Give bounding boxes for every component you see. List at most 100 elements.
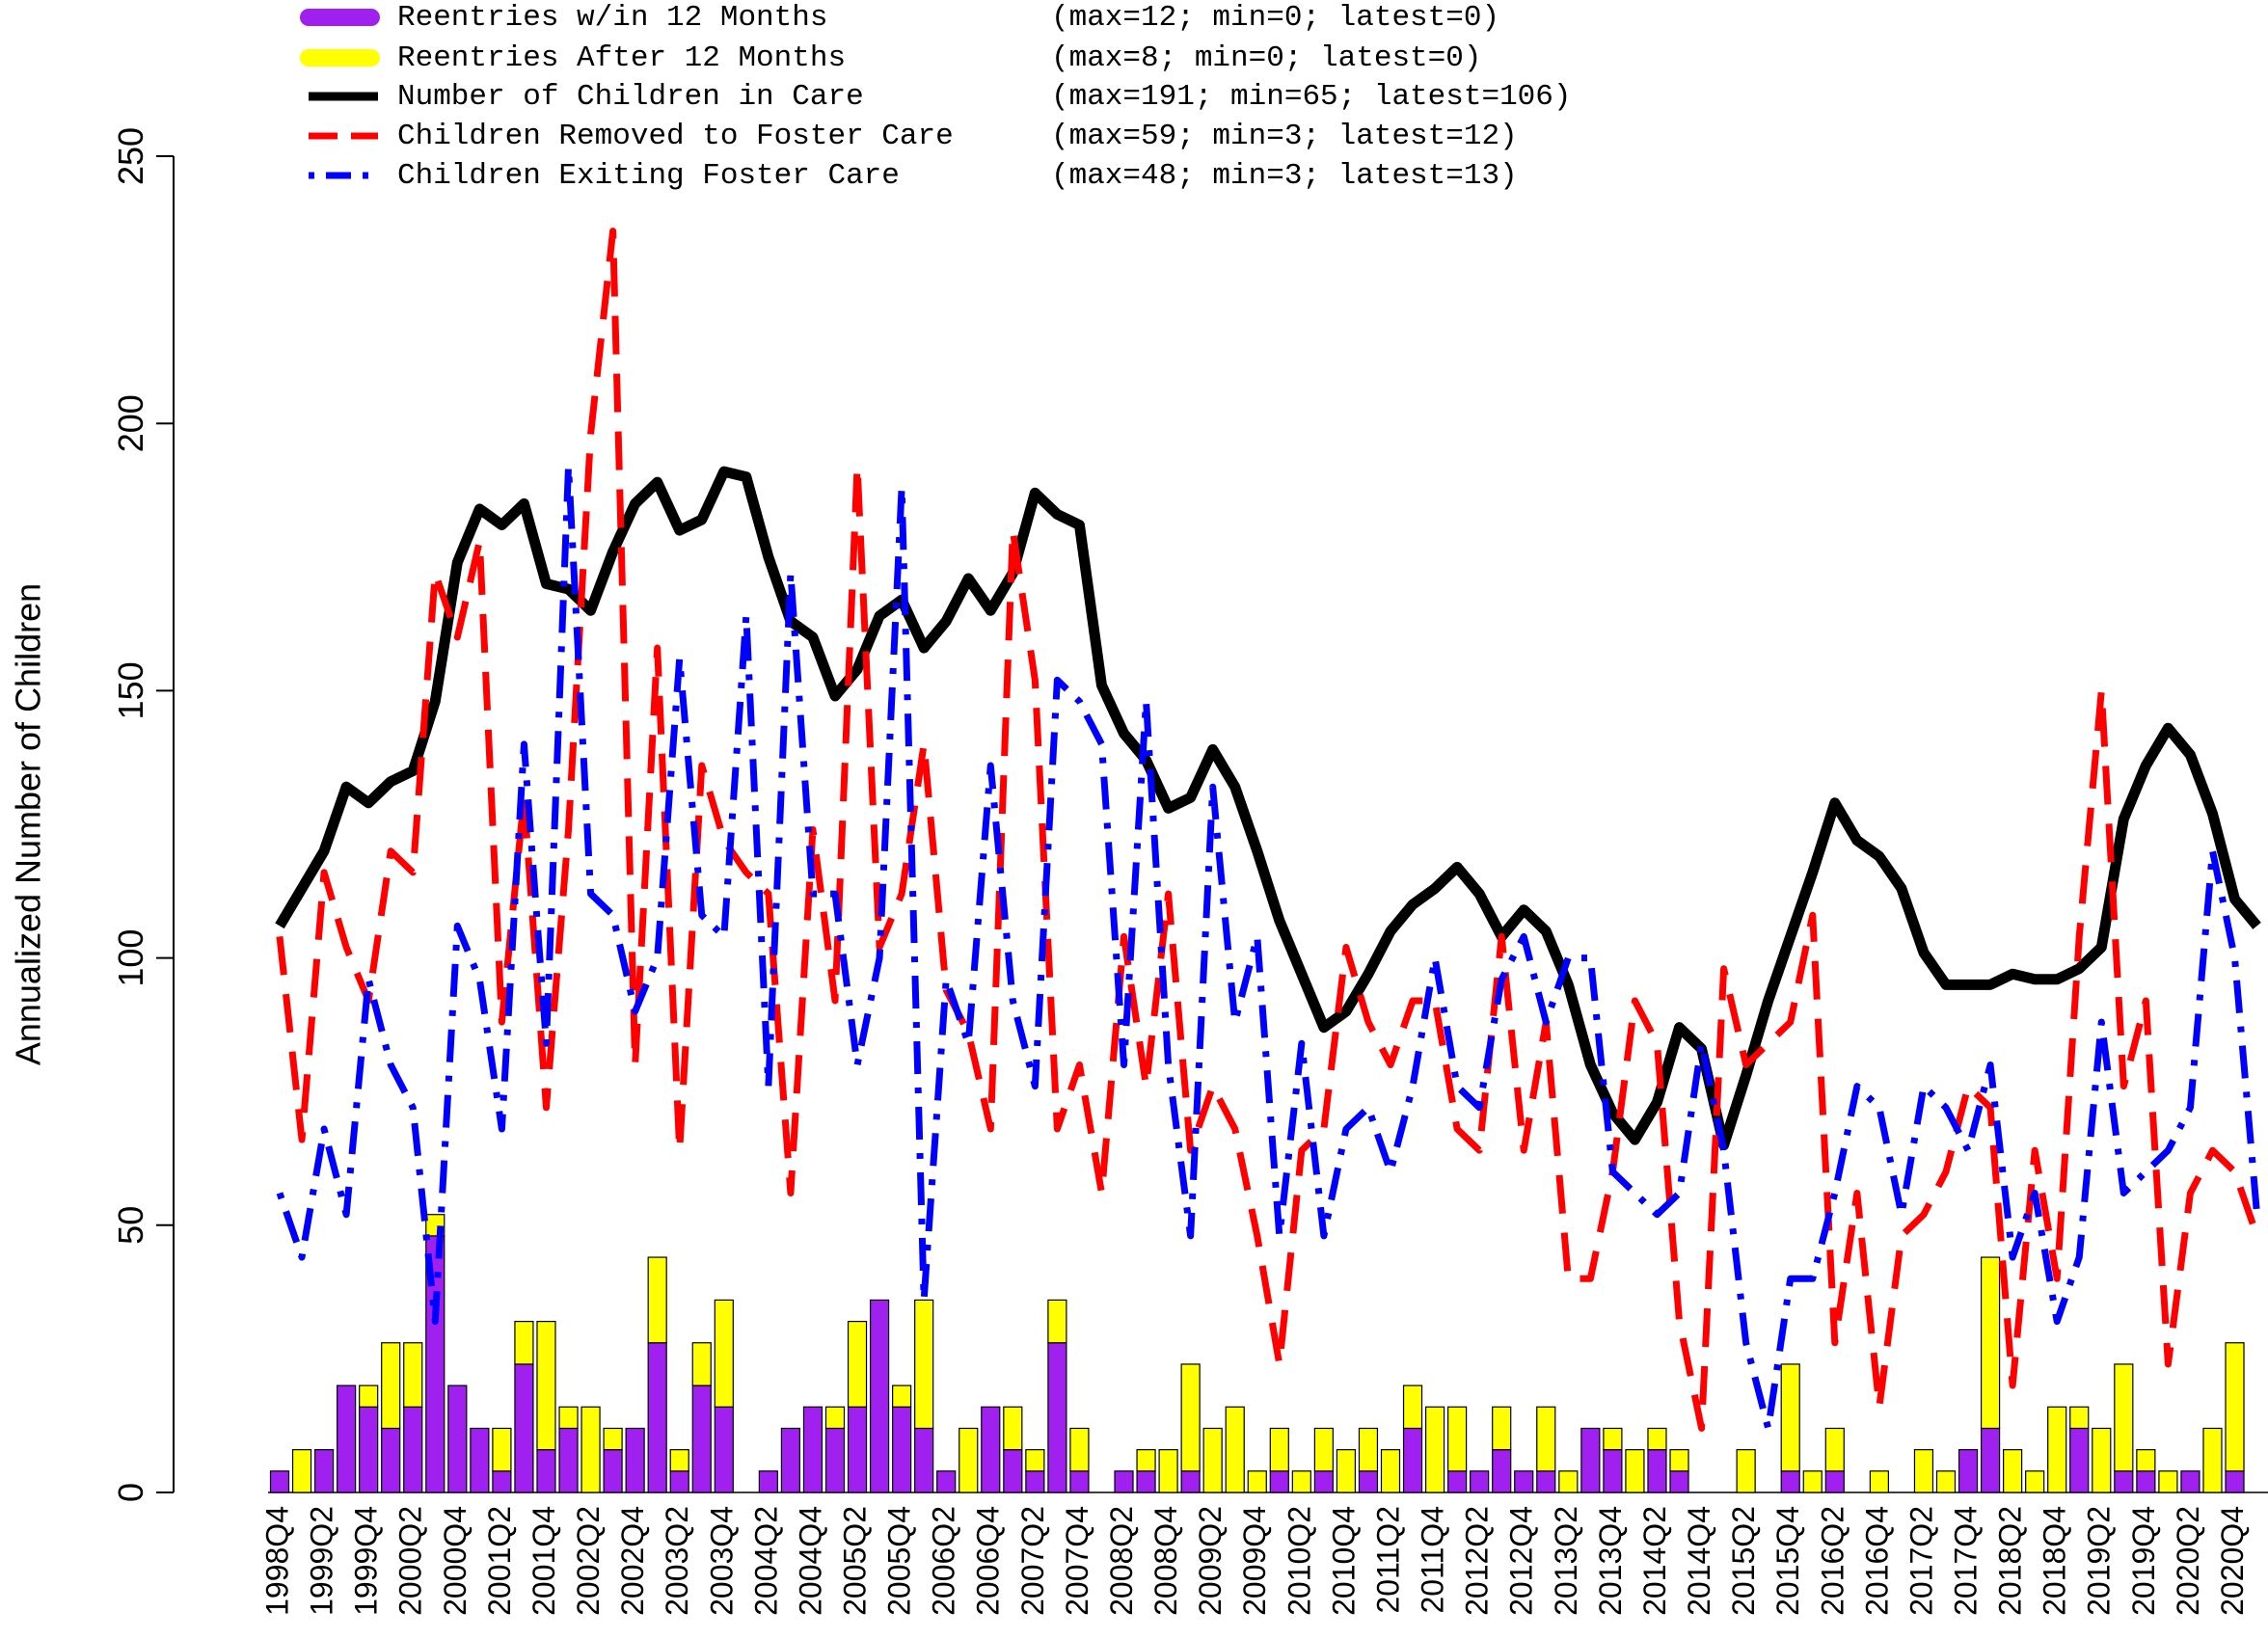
- bar: [958, 1427, 979, 1493]
- x-tick-label: 2011Q2: [1370, 1506, 1405, 1614]
- bar: [1380, 1449, 1401, 1493]
- x-tick-label: 2012Q2: [1460, 1506, 1495, 1616]
- bar: [1447, 1470, 1468, 1493]
- bar: [1313, 1427, 1334, 1472]
- bar: [381, 1427, 401, 1493]
- bar: [1069, 1470, 1090, 1493]
- bar: [1913, 1449, 1934, 1493]
- bar: [892, 1384, 912, 1408]
- bar: [1269, 1427, 1289, 1472]
- x-tick-label: 2014Q2: [1637, 1506, 1672, 1616]
- bar: [536, 1449, 556, 1493]
- x-tick-label: 2002Q2: [571, 1506, 606, 1616]
- x-tick-label: 2019Q4: [2126, 1506, 2161, 1616]
- bar: [1647, 1427, 1667, 1451]
- x-tick-label: 2013Q4: [1593, 1506, 1628, 1616]
- bar: [1802, 1470, 1822, 1493]
- legend-note: (max=59; min=3; latest=12): [1051, 120, 1518, 153]
- bar: [1069, 1427, 1090, 1472]
- x-tick-label: 2018Q2: [1993, 1506, 2028, 1616]
- bar: [1180, 1363, 1201, 1472]
- bar: [2158, 1470, 2178, 1493]
- bar: [1625, 1449, 1645, 1493]
- bar: [1114, 1470, 1134, 1493]
- bar: [359, 1406, 379, 1493]
- bar: [1580, 1427, 1601, 1493]
- x-tick-label: 2009Q4: [1237, 1506, 1272, 1616]
- x-tick-label: 2004Q2: [748, 1506, 783, 1616]
- bar: [1980, 1256, 2001, 1430]
- legend-note: (max=8; min=0; latest=0): [1051, 41, 1481, 75]
- bar: [269, 1470, 290, 1493]
- y-tick-label: 0: [111, 1483, 150, 1502]
- bar: [647, 1342, 667, 1493]
- bar: [536, 1320, 556, 1451]
- bar: [2069, 1406, 2090, 1430]
- bar: [1470, 1470, 1490, 1493]
- legend-label: Children Exiting Foster Care: [397, 159, 900, 193]
- bar: [291, 1449, 312, 1493]
- x-tick-label: 2000Q4: [438, 1506, 472, 1616]
- bar: [2114, 1470, 2134, 1493]
- bar: [1336, 1449, 1357, 1493]
- bar: [359, 1384, 379, 1408]
- x-tick-label: 2015Q2: [1726, 1506, 1761, 1616]
- x-tick-label: 2016Q4: [1859, 1506, 1894, 1616]
- bar: [1003, 1406, 1023, 1451]
- bar: [1047, 1342, 1067, 1493]
- x-tick-label: 2001Q2: [482, 1506, 517, 1616]
- line: [276, 463, 2261, 1432]
- bar: [447, 1384, 468, 1493]
- bar: [1869, 1470, 1889, 1493]
- y-tick-label: 150: [111, 661, 150, 719]
- bar: [2047, 1406, 2067, 1493]
- x-tick-label: 2016Q2: [1815, 1506, 1850, 1616]
- bar: [1424, 1406, 1445, 1493]
- bar: [1158, 1449, 1178, 1493]
- x-tick-label: 1999Q2: [305, 1506, 339, 1616]
- legend-note: (max=12; min=0; latest=0): [1051, 1, 1499, 35]
- bar: [1536, 1406, 1556, 1472]
- x-tick-label: 2007Q2: [1015, 1506, 1050, 1616]
- x-tick-label: 2011Q4: [1416, 1506, 1450, 1614]
- bar: [1025, 1449, 1045, 1472]
- bar: [1492, 1449, 1512, 1493]
- x-tick-label: 2008Q2: [1104, 1506, 1139, 1616]
- bar: [1824, 1470, 1845, 1493]
- x-tick-label: 1998Q4: [259, 1506, 294, 1616]
- bar: [1025, 1470, 1045, 1493]
- x-tick-label: 2006Q2: [927, 1506, 961, 1616]
- bar: [1136, 1449, 1156, 1472]
- bar: [691, 1384, 712, 1493]
- legend-note: (max=191; min=65; latest=106): [1051, 80, 1572, 114]
- bar: [1536, 1470, 1556, 1493]
- bar: [981, 1406, 1001, 1493]
- bar: [2136, 1449, 2156, 1472]
- x-tick-label: 2010Q2: [1282, 1506, 1316, 1616]
- bar: [647, 1256, 667, 1344]
- legend-label: Reentries After 12 Months: [397, 41, 846, 75]
- bar: [669, 1449, 689, 1472]
- bar: [492, 1470, 512, 1493]
- x-tick-label: 2010Q4: [1326, 1506, 1361, 1616]
- bar: [2092, 1427, 2112, 1493]
- x-tick-label: 2002Q4: [615, 1506, 650, 1616]
- bar: [492, 1427, 512, 1472]
- bar: [1136, 1470, 1156, 1493]
- bar: [2025, 1470, 2045, 1493]
- bar: [1935, 1470, 1957, 1493]
- bar: [1358, 1470, 1379, 1493]
- bar: [514, 1320, 534, 1365]
- bar: [691, 1342, 712, 1386]
- x-tick-label: 2007Q4: [1060, 1506, 1094, 1616]
- x-tick-label: 2019Q2: [2082, 1506, 2117, 1616]
- bar: [558, 1427, 579, 1493]
- x-tick-label: 2005Q2: [837, 1506, 872, 1616]
- legend-label: Reentries w/in 12 Months: [397, 1, 827, 35]
- bar: [1647, 1449, 1667, 1493]
- bar: [936, 1470, 957, 1493]
- x-tick-label: 2020Q2: [2171, 1506, 2205, 1616]
- bar: [1492, 1406, 1512, 1451]
- bar: [1447, 1406, 1468, 1472]
- x-tick-label: 2013Q2: [1549, 1506, 1583, 1616]
